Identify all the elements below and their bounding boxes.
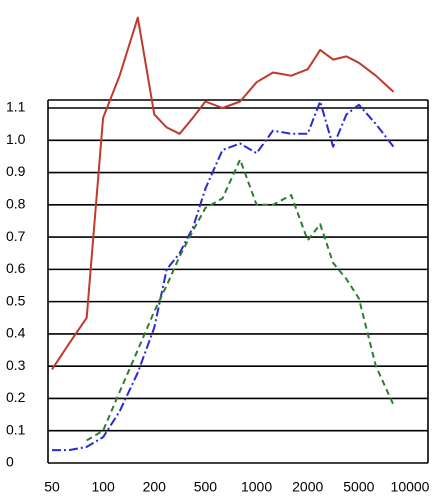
x-tick-label: 2000	[292, 479, 323, 495]
y-tick-label: 0.4	[6, 325, 26, 341]
y-tick-label: 0.5	[6, 292, 26, 308]
y-tick-label: 0	[6, 454, 14, 470]
y-tick-label: 1.0	[6, 131, 26, 147]
line-series	[52, 100, 395, 452]
x-tick-label: 5000	[343, 479, 374, 495]
y-tick-label: 1.1	[6, 99, 26, 115]
y-tick-label: 0.6	[6, 260, 26, 276]
x-tick-label: 50	[44, 479, 60, 495]
x-tick-label: 10000	[391, 479, 430, 495]
y-tick-label: 0.3	[6, 357, 26, 373]
y-tick-label: 0.8	[6, 196, 26, 212]
x-tick-label: 200	[143, 479, 167, 495]
line-series	[86, 158, 395, 442]
x-tick-label: 100	[91, 479, 115, 495]
y-tick-label: 0.9	[6, 163, 26, 179]
y-tick-label: 0.1	[6, 421, 26, 437]
y-tick-label: 0.2	[6, 389, 26, 405]
line-series	[51, 16, 395, 370]
x-tick-label: 1000	[241, 479, 272, 495]
x-tick-label: 500	[194, 479, 218, 495]
y-tick-label: 0.7	[6, 228, 26, 244]
